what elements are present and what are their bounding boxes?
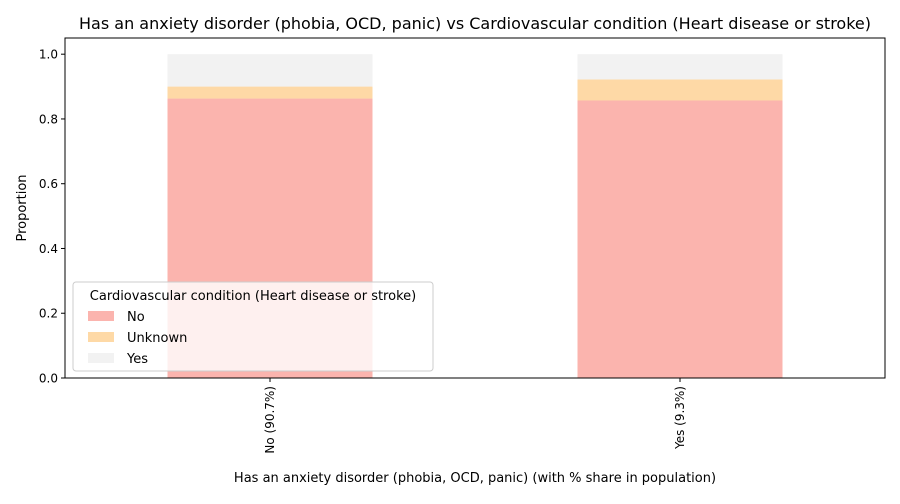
legend-swatch-unknown	[88, 332, 114, 342]
bar-segment-unknown-0	[167, 86, 373, 99]
bar-segment-yes-1	[577, 54, 783, 80]
y-tick-label: 1.0	[39, 48, 58, 62]
y-tick-label: 0.4	[39, 242, 58, 256]
legend-title: Cardiovascular condition (Heart disease …	[90, 289, 416, 304]
y-axis: 0.0 0.2 0.4 0.6 0.8 1.0	[39, 48, 65, 386]
x-axis: No (90.7%) Yes (9.3%)	[263, 378, 687, 454]
bar-segment-yes-0	[167, 54, 373, 87]
x-tick-label: No (90.7%)	[263, 386, 277, 454]
y-tick-label: 0.2	[39, 307, 58, 321]
legend-swatch-no	[88, 311, 114, 321]
y-tick-label: 0.0	[39, 372, 58, 386]
legend-label-yes: Yes	[126, 352, 148, 367]
chart-title: Has an anxiety disorder (phobia, OCD, pa…	[79, 14, 871, 33]
plot-frame	[64, 37, 886, 379]
bar-segment-no-1	[577, 100, 783, 378]
legend: Cardiovascular condition (Heart disease …	[72, 281, 434, 372]
bar-segment-unknown-1	[577, 79, 783, 101]
y-tick-label: 0.8	[39, 112, 58, 126]
x-axis-label: Has an anxiety disorder (phobia, OCD, pa…	[234, 471, 716, 486]
y-axis-label: Proportion	[15, 174, 30, 241]
legend-box	[72, 281, 434, 372]
legend-label-no: No	[127, 310, 145, 325]
x-tick-label: Yes (9.3%)	[673, 386, 687, 450]
bars-layer	[167, 54, 783, 379]
y-tick-label: 0.6	[39, 177, 58, 191]
legend-swatch-yes	[88, 353, 114, 363]
legend-label-unknown: Unknown	[127, 331, 187, 346]
